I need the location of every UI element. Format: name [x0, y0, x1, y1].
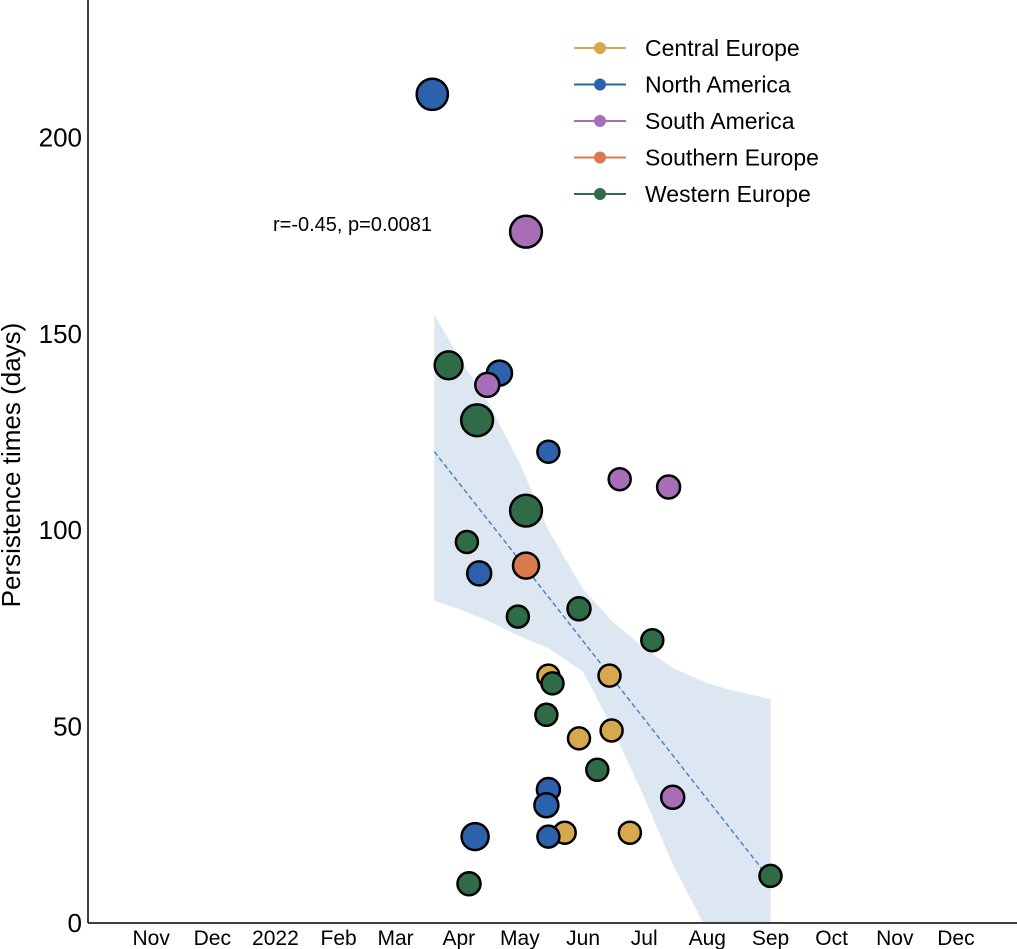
y-tick-label-4: 200	[39, 123, 82, 153]
x-tick-label-10: Sep	[752, 927, 789, 949]
x-tick-label-0: Nov	[133, 927, 171, 949]
y-tick-label-0: 0	[68, 908, 82, 938]
point-western-europe-6	[640, 627, 665, 653]
x-tick-label-7: Jun	[566, 927, 600, 949]
point-western-europe-8	[534, 702, 559, 728]
point-north-america-0	[415, 77, 450, 112]
legend: Central Europe North America South America…	[574, 35, 819, 207]
legend-marker-south-america	[594, 115, 606, 127]
legend-marker-central-europe	[594, 42, 606, 54]
x-tick-label-13: Dec	[937, 927, 974, 949]
point-southern-europe-0	[511, 551, 541, 580]
point-north-america-2	[536, 439, 561, 464]
point-western-europe-5	[505, 604, 531, 629]
point-central-europe-3	[599, 718, 624, 743]
legend-label-north-america: North America	[645, 72, 791, 98]
scatter-points-layer	[415, 77, 783, 897]
x-tick-label-12: Nov	[876, 927, 914, 949]
correlation-annotation: r=-0.45, p=0.0081	[273, 214, 432, 236]
point-central-europe-5	[617, 820, 643, 845]
x-tick-label-11: Oct	[815, 927, 848, 949]
x-tick-label-3: Feb	[321, 927, 357, 949]
legend-marker-southern-europe	[594, 151, 606, 164]
legend-label-western-europe: Western Europe	[645, 181, 811, 207]
point-western-europe-1	[459, 403, 495, 438]
y-tick-label-1: 50	[53, 712, 82, 742]
x-tick-label-6: May	[500, 927, 540, 949]
legend-marker-north-america	[594, 78, 606, 91]
y-tick-labels: 0 50 100 150 200	[39, 123, 82, 939]
point-north-america-6	[536, 824, 561, 849]
x-tick-label-5: Apr	[442, 927, 475, 949]
point-south-america-2	[607, 466, 632, 492]
point-western-europe-7	[540, 671, 565, 696]
x-tick-label-1: Dec	[194, 927, 231, 949]
x-tick-label-9: Aug	[689, 927, 726, 949]
point-north-america-3	[465, 560, 493, 587]
point-south-america-1	[474, 371, 501, 399]
point-western-europe-10	[456, 870, 482, 897]
point-south-america-3	[655, 474, 682, 500]
legend-label-south-america: South America	[645, 108, 795, 134]
x-tick-labels: Nov Dec 2022 Feb Mar Apr May Jun Jul Aug Sep Oct Nov…	[133, 927, 975, 949]
point-western-europe-4	[566, 596, 592, 622]
point-north-america-5	[533, 791, 560, 819]
y-tick-label-3: 150	[39, 319, 82, 349]
legend-marker-western-europe	[594, 188, 606, 200]
point-western-europe-0	[433, 350, 464, 381]
point-western-europe-9	[585, 757, 610, 783]
axes	[87, 0, 1017, 924]
point-south-america-4	[659, 784, 686, 811]
legend-label-central-europe: Central Europe	[645, 35, 800, 61]
y-axis-title: Persistence times (days)	[0, 323, 26, 608]
point-central-europe-2	[566, 726, 592, 751]
point-western-europe-11	[758, 863, 783, 889]
point-western-europe-2	[508, 493, 544, 528]
x-tick-label-8: Jul	[631, 927, 658, 949]
point-central-europe-1	[597, 663, 622, 688]
x-tick-label-2: 2022	[252, 927, 299, 949]
point-north-america-7	[460, 821, 490, 852]
x-tick-label-4: Mar	[378, 927, 414, 949]
point-south-america-0	[508, 214, 544, 249]
point-western-europe-3	[454, 529, 480, 555]
confidence-band-layer	[434, 314, 771, 923]
confidence-band	[434, 314, 771, 923]
legend-label-southern-europe: Southern Europe	[645, 145, 819, 171]
y-tick-label-2: 100	[39, 515, 82, 545]
